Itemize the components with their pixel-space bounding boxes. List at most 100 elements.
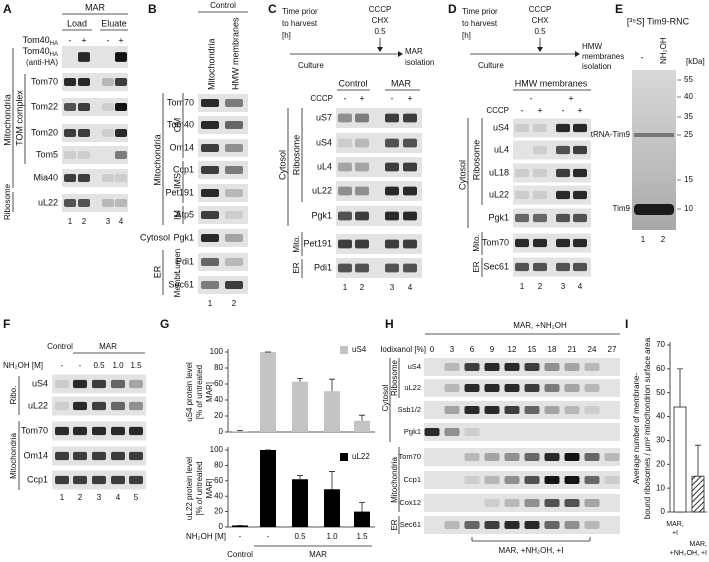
label: 10 xyxy=(684,204,693,213)
label: uS4 xyxy=(316,137,332,147)
label: 35 xyxy=(684,112,693,121)
band xyxy=(524,521,540,529)
band xyxy=(201,189,219,197)
band xyxy=(338,186,352,196)
error-bar xyxy=(695,444,701,477)
band xyxy=(225,281,243,289)
label: Cytosol xyxy=(457,160,467,190)
label: - xyxy=(79,361,82,370)
legend-swatch xyxy=(340,453,348,461)
label: TOM complex xyxy=(14,90,24,146)
y-tick-label: 50 xyxy=(656,388,665,397)
band xyxy=(556,190,570,200)
label: 4 xyxy=(408,283,413,292)
band xyxy=(92,401,106,411)
label: 1 xyxy=(343,283,348,292)
label: [kDa] xyxy=(686,57,705,66)
band xyxy=(444,406,460,414)
label: 18 xyxy=(548,345,557,354)
band xyxy=(78,199,90,207)
band xyxy=(444,384,460,392)
blot xyxy=(198,94,248,112)
label: - xyxy=(530,93,533,103)
bar xyxy=(292,381,308,432)
band xyxy=(556,168,570,178)
blot xyxy=(336,133,422,153)
label: Iodixanol [%] xyxy=(380,345,426,354)
label: + xyxy=(577,105,582,115)
label: Eluate xyxy=(101,18,127,28)
band xyxy=(533,238,547,248)
band xyxy=(573,145,587,155)
label: Pgk1 xyxy=(404,427,421,436)
bait-sub: HA xyxy=(50,41,58,47)
x-tick-label: 0.5 xyxy=(294,532,306,541)
label: Tom70 xyxy=(167,97,194,107)
band xyxy=(403,211,417,221)
label: to harvest xyxy=(462,19,498,28)
band xyxy=(464,363,480,371)
band xyxy=(524,453,540,461)
band xyxy=(201,166,219,174)
band xyxy=(225,99,243,107)
label: uS4 xyxy=(32,378,48,388)
band xyxy=(424,428,440,436)
label: uL4 xyxy=(494,144,509,154)
band xyxy=(403,239,417,249)
label: - xyxy=(391,93,394,103)
band xyxy=(102,174,114,182)
band xyxy=(78,103,90,111)
band xyxy=(338,113,352,123)
blot xyxy=(424,448,620,466)
bait-label: Tom40HA xyxy=(23,46,58,57)
panel-letter: H xyxy=(385,317,394,331)
label: Atp5 xyxy=(175,209,194,219)
blot xyxy=(62,169,128,187)
label: Cytosol xyxy=(140,232,170,242)
bait-sub: HA xyxy=(50,52,58,58)
band xyxy=(533,262,547,272)
label: 4 xyxy=(578,282,583,291)
label: Pdi1 xyxy=(176,256,194,266)
label: uS7 xyxy=(316,112,332,122)
band xyxy=(355,138,369,148)
band xyxy=(355,239,369,249)
label: - xyxy=(521,105,524,115)
label: Pgk1 xyxy=(488,212,509,222)
band xyxy=(115,52,127,62)
label: Cox12 xyxy=(399,498,421,507)
blot xyxy=(513,257,591,277)
label: Load xyxy=(67,18,87,28)
panel-letter: I xyxy=(625,317,628,331)
x-tick-label: 1.5 xyxy=(356,532,368,541)
y-tick-label: 70 xyxy=(656,340,665,349)
label: membranes xyxy=(582,52,624,61)
y-tick-label: 20 xyxy=(214,411,223,420)
label: Time prior xyxy=(462,7,498,16)
label: isolation xyxy=(405,58,434,67)
y-tick-label: 10 xyxy=(656,483,665,492)
band xyxy=(524,406,540,414)
band xyxy=(78,78,90,86)
band xyxy=(338,239,352,249)
band xyxy=(515,238,529,248)
label: uL22 xyxy=(28,400,48,410)
label: MAR xyxy=(405,47,423,56)
band xyxy=(515,123,529,133)
label: CHX xyxy=(372,16,390,25)
band xyxy=(533,213,547,223)
label: 3 xyxy=(561,282,566,291)
band xyxy=(564,384,580,392)
blot xyxy=(336,258,422,278)
blot xyxy=(62,124,128,142)
label: Mito. xyxy=(472,234,481,251)
band xyxy=(225,189,243,197)
label: 1.5 xyxy=(130,361,142,370)
label: IMS xyxy=(172,173,182,189)
label: Membr. xyxy=(173,271,182,298)
band xyxy=(355,113,369,123)
blot xyxy=(336,234,422,254)
label: Mitochondria xyxy=(206,38,216,90)
label: uL4 xyxy=(317,161,332,171)
arrow-head xyxy=(398,51,403,57)
